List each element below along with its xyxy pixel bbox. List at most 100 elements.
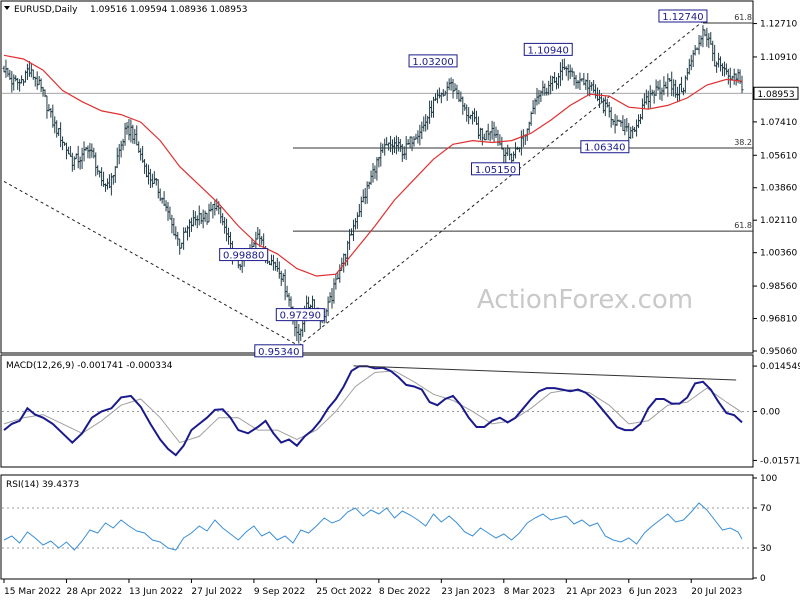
ohlc-bar: [492, 121, 496, 143]
ohlc-bar: [566, 64, 570, 81]
price-y-tick-label: 1.05610: [760, 151, 797, 161]
ohlc-bar: [45, 95, 49, 119]
ohlc-bar: [451, 78, 455, 99]
price-label-box: [408, 54, 458, 68]
ohlc-bar: [189, 217, 193, 232]
ohlc-bar: [223, 217, 227, 234]
rsi-layer: 100 70 30 0: [2, 474, 777, 584]
ohlc-bar: [150, 173, 154, 188]
ohlc-bar: [400, 143, 404, 162]
ohlc-bar: [133, 128, 137, 145]
ohlc-bar: [310, 295, 314, 309]
price-label: 0.95340: [254, 344, 304, 358]
ohlc-bar: [609, 106, 613, 128]
x-tick-label: 8 Mar 2023: [504, 587, 555, 597]
ohlc-bar: [98, 170, 102, 178]
macd-y-tick-label: -0.015712: [760, 456, 800, 466]
ohlc-bar: [555, 77, 559, 90]
ohlc-bar: [556, 73, 560, 89]
price-y-tick-label: 1.03860: [760, 184, 797, 194]
ohlc-bar: [730, 75, 734, 80]
ohlc-bar: [172, 217, 176, 236]
ohlc-bar: [638, 114, 642, 125]
ohlc-bar: [174, 226, 178, 240]
ohlc-bar: [631, 125, 635, 139]
price-label-box: [471, 162, 521, 176]
ohlc-bar: [652, 90, 656, 104]
ohlc-bar: [70, 152, 74, 172]
x-axis: 15 Mar 2022 28 Apr 2022 13 Jun 2022 27 Jul …: [3, 579, 742, 597]
current-price-tag: 1.08953: [753, 86, 799, 100]
ohlc-bar: [674, 79, 678, 98]
ohlc-bar: [351, 219, 355, 242]
ohlc-bar: [410, 136, 414, 152]
ohlc-bar: [178, 238, 182, 255]
ohlc-bar: [490, 120, 494, 140]
price-label: 1.10940: [523, 42, 573, 56]
ohlc-bar: [170, 214, 174, 234]
ohlc-bar: [578, 72, 582, 91]
ohlc-bar: [502, 148, 506, 164]
ohlc-bar: [154, 177, 158, 186]
ohlc-bar: [148, 168, 152, 188]
ohlc-bar: [504, 148, 508, 165]
ohlc-bar: [10, 71, 14, 93]
trendline: [3, 180, 300, 347]
ohlc-bar: [568, 64, 572, 80]
ohlc-bar: [699, 35, 703, 47]
ohlc-bar: [586, 73, 590, 95]
ohlc-bar: [455, 84, 459, 100]
ohlc-bar: [221, 213, 225, 226]
rsi-y-tick-label: 30: [760, 544, 772, 554]
ohlc-bar: [494, 126, 498, 139]
current-price-tag-text: 1.08953: [757, 90, 794, 100]
ohlc-bar: [420, 121, 424, 140]
ohlc-bar: [209, 201, 213, 212]
ohlc-bar: [635, 119, 639, 137]
watermark: ActionForex.com: [477, 285, 693, 315]
ohlc-bar: [629, 126, 633, 140]
ohlc-bar: [141, 145, 145, 163]
fib-level-label: 61.8: [734, 13, 752, 22]
ohlc-bar: [168, 206, 172, 220]
ohlc-bar: [506, 144, 510, 157]
ohlc-bar: [22, 79, 26, 86]
ohlc-bar: [297, 323, 301, 344]
ohlc-bar: [603, 96, 607, 117]
ohlc-bar: [68, 145, 72, 157]
ohlc-bar: [205, 212, 209, 225]
ohlc-bar: [53, 116, 57, 134]
ohlc-bar: [611, 119, 615, 126]
ohlc-bar: [269, 254, 273, 266]
rsi-title: RSI(14) 39.4373: [6, 480, 79, 490]
ohlc-bar: [484, 130, 488, 141]
ohlc-bar: [449, 77, 453, 91]
price-label-box: [275, 308, 325, 322]
price-y-tick-label: 1.10910: [760, 53, 797, 63]
ohlc-bar: [453, 83, 457, 92]
ohlc-bar: [59, 122, 63, 148]
ohlc-bar: [590, 81, 594, 91]
rsi-y-tick-label: 70: [760, 504, 772, 514]
price-label: 1.05150: [471, 162, 521, 176]
ohlc-bar: [537, 89, 541, 105]
price-y-tick-label: 0.96810: [760, 315, 797, 325]
ohlc-bar: [57, 127, 61, 137]
ohlc-bar: [80, 147, 84, 169]
ohlc-bar: [560, 59, 564, 81]
ohlc-bar: [394, 135, 398, 155]
price-label-text: 0.99880: [223, 251, 264, 262]
ohlc-bar: [31, 69, 35, 80]
price-label-box: [219, 248, 269, 262]
ohlc-bar: [211, 204, 215, 219]
ohlc-bar: [371, 163, 375, 183]
ohlc-bar: [715, 61, 719, 73]
ohlc-bar: [408, 136, 412, 149]
ohlc-bar: [383, 138, 387, 156]
price-label-box: [580, 140, 630, 154]
ohlc-bar: [12, 74, 16, 91]
ohlc-bar: [613, 113, 617, 134]
x-tick-label: 25 Oct 2022: [316, 587, 372, 597]
ohlc-bar: [117, 144, 121, 165]
